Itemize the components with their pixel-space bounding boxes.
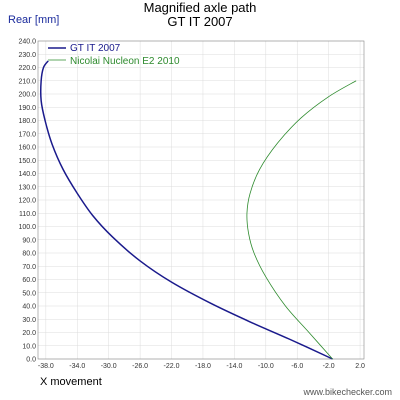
x-tick-label: -30.0 — [101, 363, 117, 370]
y-tick-label: 10.0 — [22, 343, 36, 350]
watermark: www.bikechecker.com — [302, 387, 392, 397]
y-tick-label: 210.0 — [18, 78, 36, 85]
y-tick-label: 140.0 — [18, 171, 36, 178]
y-tick-label: 130.0 — [18, 184, 36, 191]
y-tick-label: 70.0 — [22, 264, 36, 271]
y-tick-label: 220.0 — [18, 65, 36, 72]
x-tick-label: 2.0 — [355, 363, 365, 370]
y-tick-label: 40.0 — [22, 304, 36, 311]
y-tick-label: 190.0 — [18, 105, 36, 112]
chart-subtitle: GT IT 2007 — [167, 14, 232, 29]
x-tick-label: -6.0 — [291, 363, 303, 370]
x-tick-label: -22.0 — [164, 363, 180, 370]
x-tick-label: -10.0 — [258, 363, 274, 370]
legend-label-nicolai: Nicolai Nucleon E2 2010 — [70, 56, 180, 67]
x-tick-label: -26.0 — [132, 363, 148, 370]
plot-frame — [37, 40, 365, 360]
y-tick-label: 0.0 — [26, 357, 36, 364]
y-tick-label: 110.0 — [19, 211, 36, 218]
y-tick-label: 100.0 — [18, 224, 36, 231]
x-tick-label: -38.0 — [38, 363, 54, 370]
grid — [38, 40, 364, 360]
series-line-nicolai-nucleon-e2-2010 — [246, 80, 357, 360]
series-lines — [39, 60, 357, 360]
y-tick-label: 80.0 — [22, 251, 36, 258]
y-tick-label: 150.0 — [18, 158, 36, 165]
y-tick-label: 60.0 — [22, 277, 36, 284]
x-tick-label: -2.0 — [323, 363, 335, 370]
y-tick-label: 90.0 — [22, 237, 36, 244]
series-line-gt-it-2007 — [39, 60, 333, 360]
y-tick-label: 160.0 — [18, 145, 36, 152]
legend-label-gt: GT IT 2007 — [70, 43, 121, 54]
y-tick-label: 240.0 — [18, 39, 36, 46]
y-tick-label: 30.0 — [22, 317, 36, 324]
y-tick-label: 170.0 — [18, 131, 36, 138]
y-tick-label: 50.0 — [22, 290, 36, 297]
y-tick-label: 120.0 — [18, 198, 36, 205]
x-tick-label: -34.0 — [69, 363, 85, 370]
chart-title: Magnified axle path — [144, 0, 257, 15]
y-tick-label: 20.0 — [22, 330, 36, 337]
x-axis-label: X movement — [40, 376, 102, 388]
y-axis-label: Rear [mm] — [8, 14, 59, 26]
x-tick-label: -14.0 — [226, 363, 242, 370]
y-tick-labels: 0.0 10.0 20.0 30.0 40.0 50.0 60.0 70.0 80.0 90.0 1… — [18, 39, 36, 364]
y-tick-label: 230.0 — [18, 52, 36, 59]
legend: GT IT 2007 Nicolai Nucleon E2 2010 — [48, 43, 180, 67]
x-tick-labels: -38.0 -34.0 -30.0 -26.0 -22.0 -18.0 -14.0 -10.0… — [38, 363, 365, 370]
x-tick-label: -18.0 — [195, 363, 211, 370]
y-tick-label: 180.0 — [18, 118, 36, 125]
y-tick-label: 200.0 — [18, 92, 36, 99]
